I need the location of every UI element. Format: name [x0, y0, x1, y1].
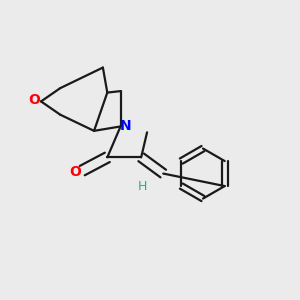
Text: H: H: [138, 180, 147, 193]
Text: N: N: [120, 119, 132, 133]
Text: O: O: [28, 93, 40, 107]
Text: O: O: [69, 165, 81, 179]
